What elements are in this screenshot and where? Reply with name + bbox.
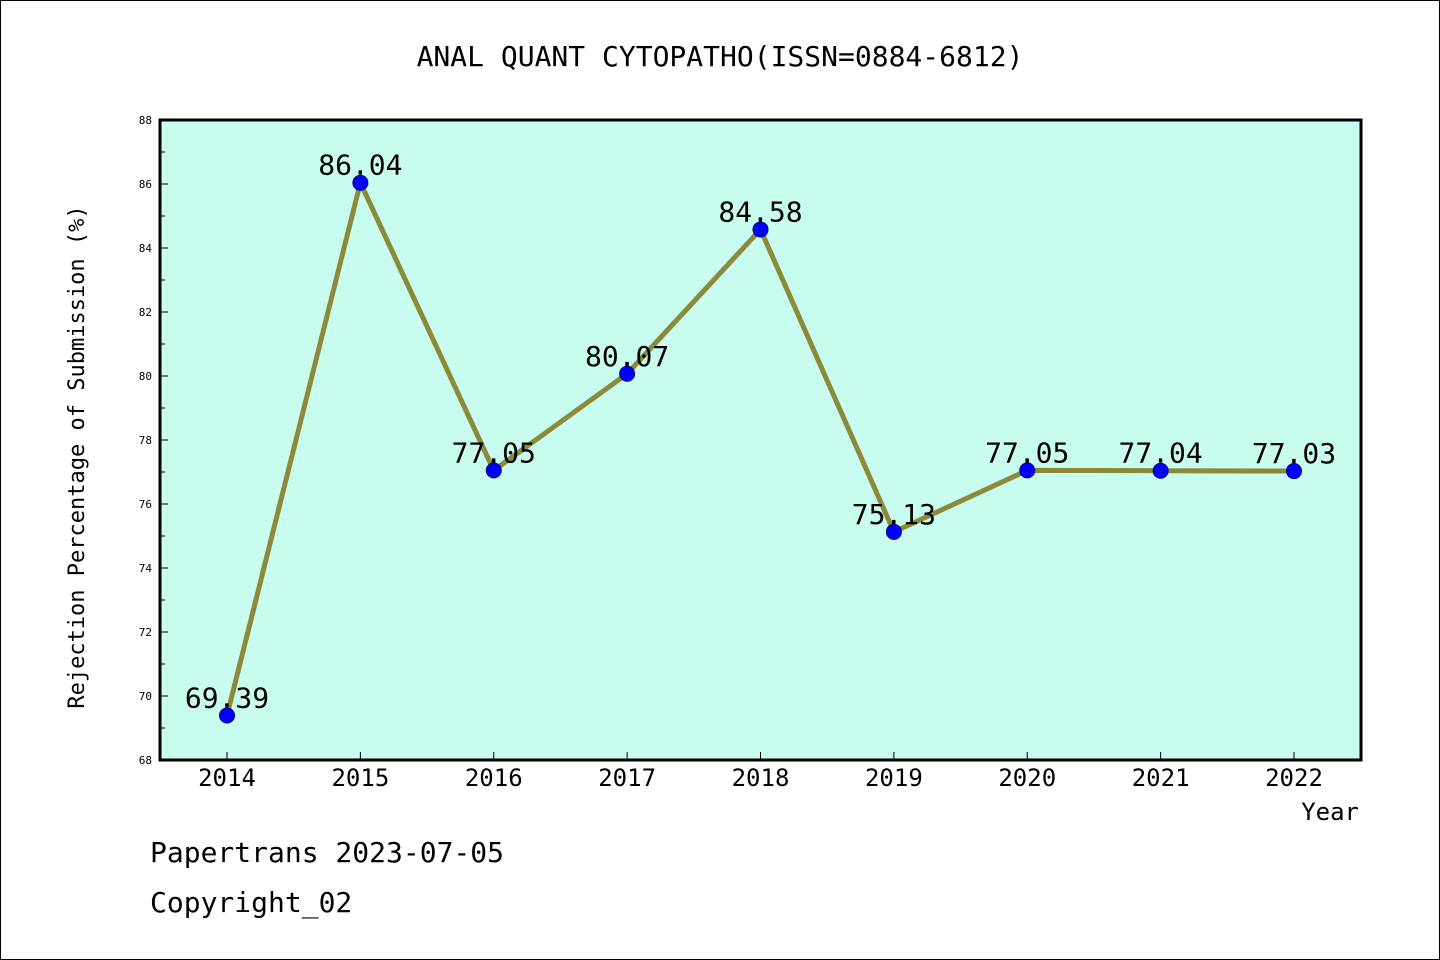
chart-title: ANAL QUANT CYTOPATHO(ISSN=0884-6812): [417, 40, 1024, 73]
y-tick-label: 82: [139, 306, 152, 319]
y-tick-label: 74: [139, 562, 153, 575]
y-tick-label: 88: [139, 114, 152, 127]
x-axis: 2014 2015 2016 2017 2018 2019 2020 2021 2022: [198, 752, 1323, 792]
data-label: 77.05: [452, 436, 536, 469]
data-point: [352, 174, 369, 191]
data-label: 84.58: [718, 195, 802, 228]
data-point: [485, 462, 502, 479]
y-axis-label: Rejection Percentage of Submission (%): [65, 205, 90, 708]
data-point: [1019, 462, 1036, 479]
y-tick-label: 84: [139, 242, 153, 255]
y-tick-label: 72: [139, 626, 152, 639]
x-tick-label: 2022: [1265, 764, 1323, 792]
data-point: [1152, 462, 1169, 479]
data-label: 80.07: [585, 340, 669, 373]
data-label: 77.03: [1252, 437, 1336, 470]
footer-copyright: Copyright_02: [150, 886, 353, 919]
x-axis-label: Year: [1301, 798, 1359, 826]
x-tick-label: 2016: [465, 764, 523, 792]
data-label: 69.39: [185, 682, 269, 715]
x-tick-label: 2020: [998, 764, 1056, 792]
y-tick-label: 70: [139, 690, 152, 703]
data-point: [219, 707, 235, 724]
y-tick-label: 80: [139, 370, 152, 383]
data-point: [885, 523, 902, 540]
data-label: 75.13: [852, 498, 936, 531]
data-label: 86.04: [318, 149, 402, 182]
x-tick-label: 2021: [1132, 764, 1190, 792]
y-tick-label: 86: [139, 178, 152, 191]
footer-date: Papertrans 2023-07-05: [150, 836, 505, 869]
series-group: 69.39 86.04 77.05 80.07 84.58 75.13 77.05 77.04…: [185, 149, 1336, 724]
data-label: 77.05: [985, 436, 1069, 469]
data-point: [1286, 463, 1302, 480]
y-tick-label: 68: [139, 754, 152, 767]
x-tick-label: 2019: [865, 764, 923, 792]
x-tick-label: 2015: [331, 764, 389, 792]
data-point: [619, 365, 636, 382]
y-tick-label: 76: [139, 498, 152, 511]
x-tick-label: 2014: [198, 764, 256, 792]
x-tick-label: 2017: [598, 764, 656, 792]
y-axis: 68 70 72 74 76 78 80 82 84 86 88: [139, 114, 168, 767]
x-tick-label: 2018: [732, 764, 790, 792]
y-tick-label: 78: [139, 434, 152, 447]
data-point: [752, 221, 769, 238]
data-label: 77.04: [1118, 437, 1202, 470]
